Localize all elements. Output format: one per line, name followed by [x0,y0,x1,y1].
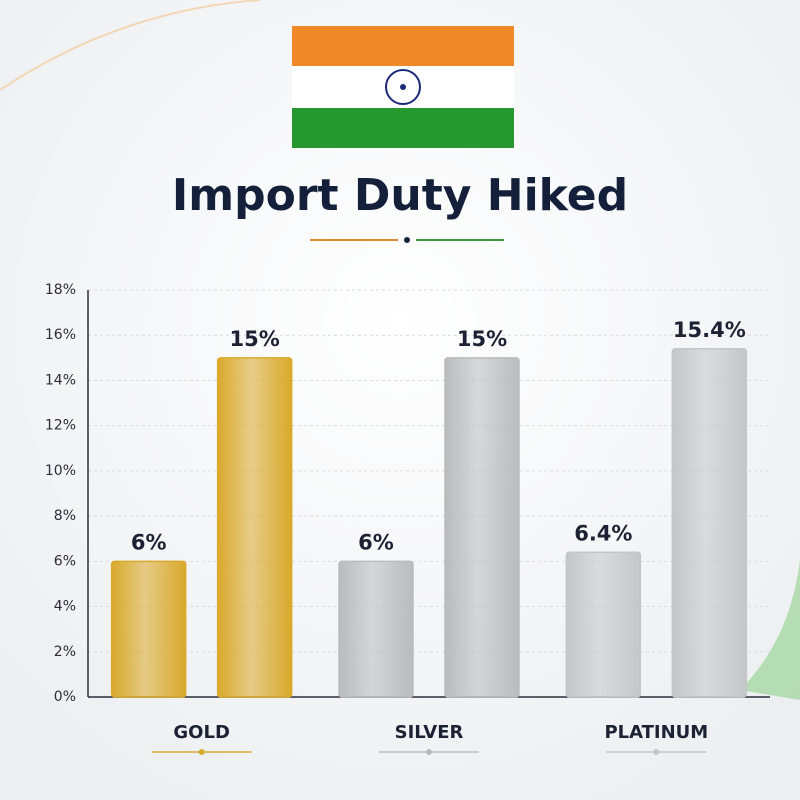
category-dot [198,749,205,755]
x-tick-label: GOLD [173,722,230,743]
value-label: 15% [230,327,280,351]
flag-chakra-hub [400,84,406,90]
y-tick-label: 14% [45,372,76,388]
chart-title: Import Duty Hiked [172,170,628,221]
y-tick-label: 6% [54,553,76,569]
y-tick-label: 18% [45,282,76,298]
x-tick-label: PLATINUM [604,722,708,743]
y-tick-label: 16% [45,327,76,343]
y-tick-label: 10% [45,463,76,479]
decor-swoosh [740,560,800,700]
bar [444,357,520,698]
flag-chakra [385,69,421,105]
category-dot [653,749,660,755]
value-label: 6% [358,530,394,554]
bar [338,560,414,698]
plot-area: 0% 2% 4% 6% 8% 10% 12% 14% 16% 18% GOLD 6% 15% SILVER… [45,282,770,755]
y-tick-label: 4% [54,599,76,615]
decor-swoosh [0,0,261,91]
bar [565,551,642,698]
bar [110,560,187,698]
value-label: 15.4% [673,318,746,342]
y-tick-label: 12% [45,418,76,434]
bar [216,357,293,698]
value-label: 6% [131,530,167,554]
flag-saffron [292,26,514,66]
bar [671,348,748,698]
y-tick-label: 2% [54,644,76,660]
x-tick-label: SILVER [395,722,464,743]
flag-green [292,108,514,148]
y-tick-label: 0% [54,689,76,705]
y-tick-label: 8% [54,508,76,524]
value-label: 6.4% [574,521,632,545]
title-dot [404,237,410,243]
category-dot [426,749,432,755]
flag [292,26,514,148]
value-label: 15% [457,327,507,351]
